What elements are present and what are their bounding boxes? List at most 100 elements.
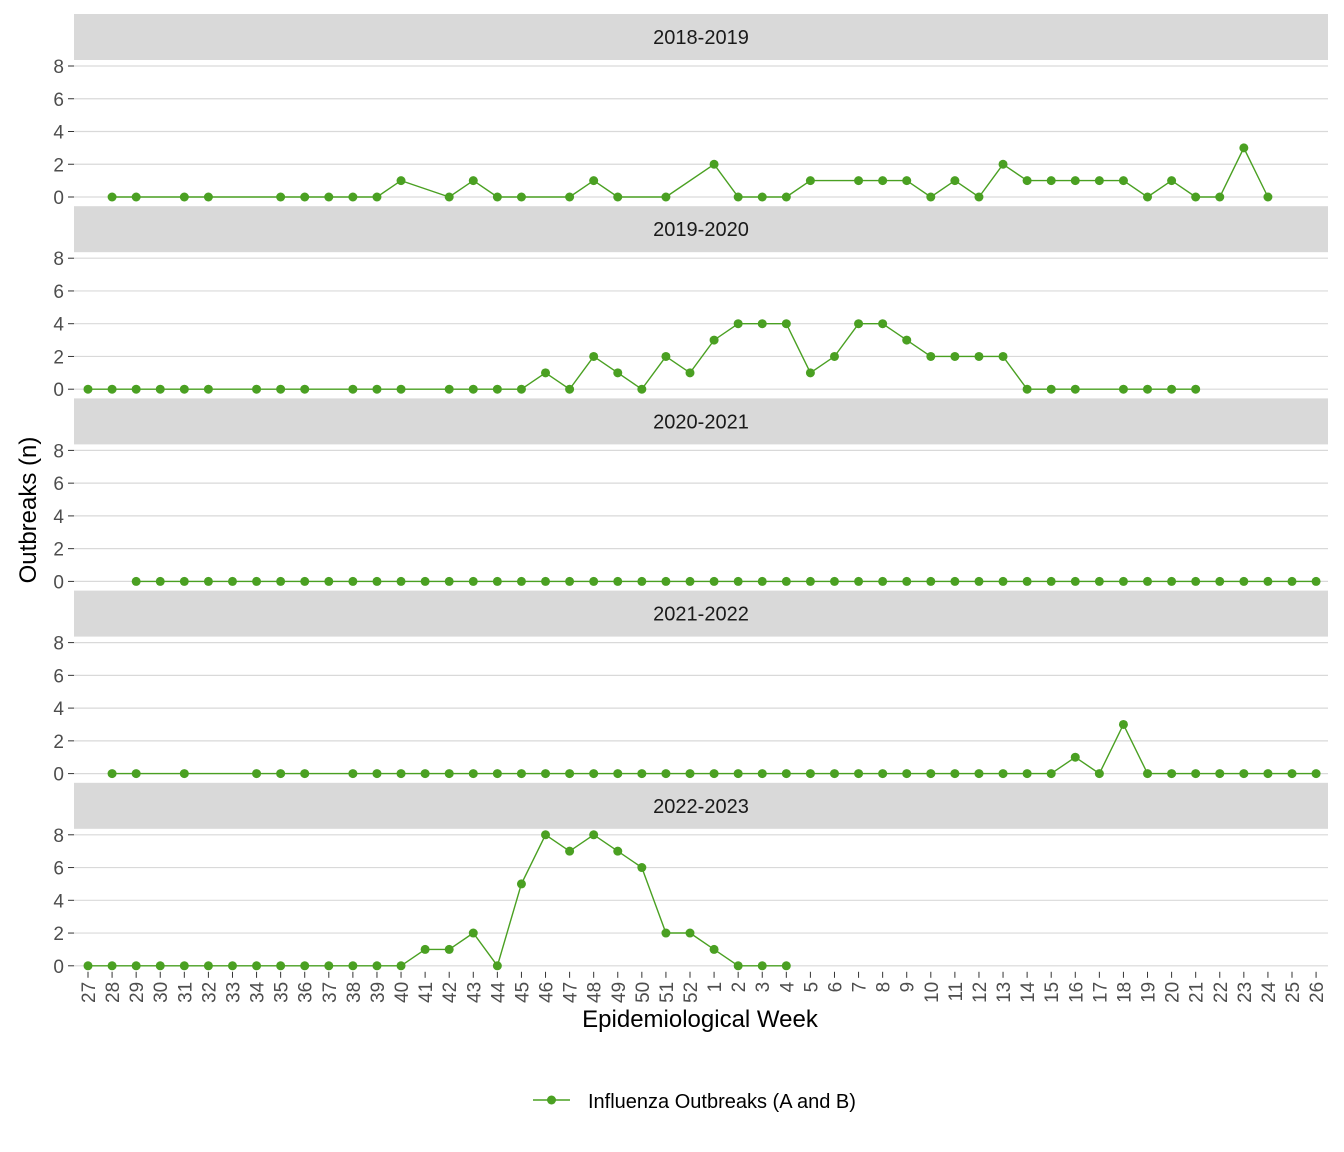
data-point (396, 961, 406, 971)
data-point (516, 769, 526, 779)
y-tick-label: 4 (53, 315, 64, 336)
panel-2020-2021: 2020-2021 0 2 4 6 8 (53, 398, 1328, 593)
data-point (685, 928, 695, 938)
data-point (300, 961, 310, 971)
data-point (974, 769, 984, 779)
x-axis-title: Epidemiological Week (582, 1006, 819, 1033)
data-point (733, 769, 743, 779)
panel-2021-2022: 2021-2022 0 2 4 6 8 (53, 590, 1328, 786)
data-point (372, 576, 382, 586)
data-point (300, 769, 310, 779)
data-point (1143, 192, 1153, 202)
data-point (878, 176, 888, 186)
x-tick-label: 18 (1114, 982, 1135, 1003)
facet-strip-label: 2020-2021 (653, 411, 749, 433)
legend-point-icon (547, 1095, 556, 1105)
data-point (179, 384, 189, 394)
data-point (492, 384, 502, 394)
data-point (661, 351, 671, 361)
x-tick-label: 26 (1307, 982, 1328, 1003)
y-axis-title: Outbreaks (n) (15, 437, 42, 584)
data-point (131, 961, 141, 971)
data-point (203, 576, 213, 586)
data-point (878, 576, 888, 586)
data-point (1022, 384, 1032, 394)
data-point (974, 351, 984, 361)
data-point (781, 576, 791, 586)
facet-strip-label: 2019-2020 (653, 219, 749, 241)
data-point (420, 576, 430, 586)
data-point (829, 576, 839, 586)
data-point (805, 576, 815, 586)
data-point (1094, 769, 1104, 779)
data-point (805, 769, 815, 779)
data-point (324, 961, 334, 971)
facet-strip-label: 2021-2022 (653, 604, 749, 626)
data-point (709, 159, 719, 169)
legend: Influenza Outbreaks (A and B) (533, 1091, 856, 1113)
data-point (420, 944, 430, 954)
data-point (444, 944, 454, 954)
x-tick-label: 17 (1090, 982, 1111, 1003)
data-point (998, 576, 1008, 586)
y-tick-label: 0 (53, 188, 64, 209)
data-point (854, 769, 864, 779)
data-point (1263, 576, 1273, 586)
data-point (709, 769, 719, 779)
data-point (300, 384, 310, 394)
x-tick-label: 24 (1259, 981, 1280, 1003)
data-point (372, 769, 382, 779)
data-point (83, 961, 93, 971)
x-tick-label: 40 (392, 982, 413, 1003)
data-point (878, 769, 888, 779)
data-point (733, 319, 743, 329)
data-point (1070, 576, 1080, 586)
data-point (541, 368, 551, 378)
data-point (661, 928, 671, 938)
data-point (829, 769, 839, 779)
x-tick-label: 20 (1163, 982, 1184, 1003)
data-point (179, 961, 189, 971)
data-point (276, 576, 286, 586)
y-tick-label: 6 (53, 474, 64, 495)
data-point (444, 576, 454, 586)
data-point (1287, 576, 1297, 586)
data-point (1239, 143, 1249, 153)
data-point (348, 192, 358, 202)
data-point (1167, 176, 1177, 186)
data-point (155, 576, 165, 586)
x-tick-label: 25 (1283, 982, 1304, 1003)
data-point (565, 192, 575, 202)
data-point (854, 176, 864, 186)
data-point (444, 769, 454, 779)
data-point (348, 384, 358, 394)
data-point (276, 192, 286, 202)
data-point (637, 384, 647, 394)
data-point (468, 384, 478, 394)
data-point (396, 769, 406, 779)
data-point (950, 351, 960, 361)
data-point (637, 863, 647, 873)
data-point (589, 576, 599, 586)
data-point (372, 961, 382, 971)
x-tick-label: 6 (826, 982, 847, 993)
data-point (1046, 769, 1056, 779)
x-tick-label: 21 (1187, 982, 1208, 1003)
data-point (1191, 769, 1201, 779)
data-point (781, 961, 791, 971)
data-point (757, 192, 767, 202)
data-point (541, 830, 551, 840)
data-point (589, 176, 599, 186)
data-point (565, 384, 575, 394)
data-point (131, 384, 141, 394)
y-tick-label: 2 (53, 347, 64, 368)
data-point (1263, 769, 1273, 779)
data-point (613, 846, 623, 856)
data-point (854, 576, 864, 586)
y-tick-label: 0 (53, 765, 64, 786)
data-point (1191, 192, 1201, 202)
data-point (1167, 769, 1177, 779)
data-point (516, 192, 526, 202)
data-point (252, 384, 262, 394)
